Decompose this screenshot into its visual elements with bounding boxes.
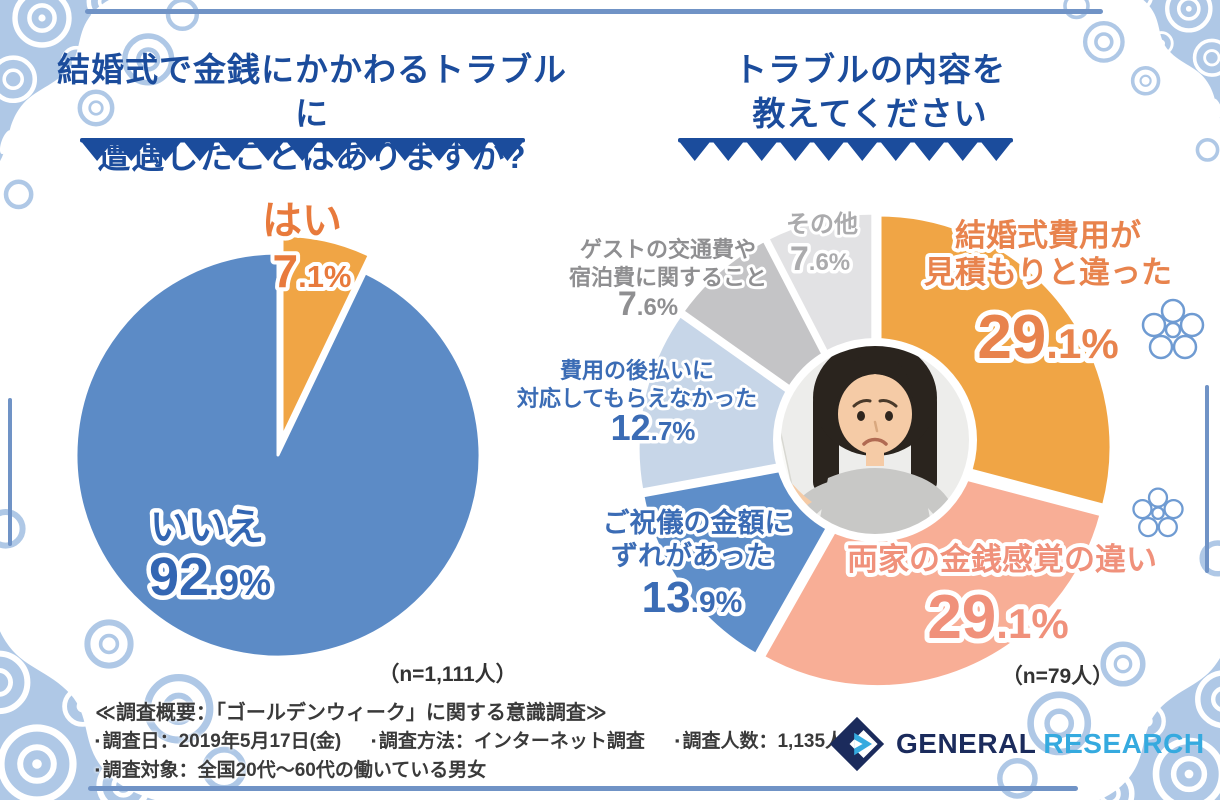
label-guest-travel-2: 宿泊費に関すること	[569, 265, 767, 290]
survey-method: ▪ 調査方法：インターネット調査	[371, 731, 645, 752]
survey-date: ▪ 調査日：2019年5月17日(金)	[95, 731, 342, 752]
bullet-icon: ▪	[95, 761, 100, 777]
general-research-logo: GENERAL RESEARCH	[828, 712, 1205, 776]
label-deferred-payment-2: 対応してもらえなかった	[517, 386, 757, 411]
survey-outline-heading: ≪調査概要：「ゴールデンウィーク」に関する意識調査≫	[95, 702, 607, 724]
label-other-pct: 7.6%	[790, 240, 850, 278]
bullet-icon: ▪	[674, 733, 680, 748]
frame-line-right	[1205, 385, 1209, 573]
right-pie-chart: 結婚式費用が 見積もりと違った 29.1% 両家の金銭感覚の違い 29.1% ご…	[514, 208, 1176, 691]
frame-line-bottom	[88, 786, 1078, 791]
general-research-wordmark: GENERAL RESEARCH	[896, 728, 1205, 759]
label-money-sense: 両家の金銭感覚の違い	[847, 542, 1157, 577]
general-research-logo-icon	[829, 716, 885, 772]
bullet-icon: ▪	[371, 733, 376, 748]
right-title-line2: 教えてください	[752, 94, 988, 132]
label-estimate-differed-1: 結婚式費用が	[955, 218, 1141, 253]
left-slice-yes-pct: 7.1%	[272, 245, 351, 297]
label-deferred-payment-1: 費用の後払いに	[560, 358, 714, 383]
flower-doodle-icon	[1132, 487, 1184, 538]
label-deferred-payment-pct: 12.7%	[611, 407, 696, 448]
survey-outline: ≪調査概要：「ゴールデンウィーク」に関する意識調査≫ ▪ 調査日：2019年5月1…	[95, 700, 855, 784]
right-chart-n-label: （n=79人）	[1001, 665, 1114, 688]
left-pie-slice-yes	[280, 234, 371, 439]
label-gift-money-1: ご祝儀の金額に	[603, 507, 792, 538]
flower-doodle-icon	[1141, 298, 1205, 360]
left-slice-yes-label: はい	[262, 199, 342, 243]
left-slice-no-label: いいえ	[150, 507, 264, 549]
survey-target: ▪ 調査対象：全国20代〜60代の働いている男女	[95, 759, 487, 781]
right-chart-title: トラブルの内容を 教えてください	[660, 48, 1080, 135]
label-estimate-differed-pct: 29.1%	[977, 303, 1118, 372]
label-gift-money-2: ずれがあった	[611, 540, 773, 571]
frame-line-left	[8, 398, 12, 546]
label-guest-travel-1: ゲストの交通費や	[580, 237, 756, 262]
right-title-banner	[678, 138, 1013, 161]
left-title-line1: 結婚式で金銭にかかわるトラブルに	[57, 51, 567, 132]
label-gift-money-pct: 13.9%	[642, 573, 743, 622]
left-chart-n-label: （n=1,111人）	[378, 663, 517, 686]
label-guest-travel-pct: 7.6%	[618, 285, 678, 323]
center-photo-border	[773, 338, 977, 542]
label-other: その他	[786, 211, 858, 238]
left-title-banner	[80, 138, 525, 161]
right-title-line1: トラブルの内容を	[734, 51, 1006, 88]
survey-count: ▪ 調査人数：1,135人	[674, 731, 845, 752]
left-pie-slice-no	[74, 251, 482, 659]
bullet-icon: ▪	[95, 733, 100, 748]
label-estimate-differed-2: 見積もりと違った	[924, 255, 1172, 290]
frame-line-top	[85, 9, 1103, 14]
left-pie-chart: はい 7.1% いいえ 92.9%	[74, 195, 482, 659]
